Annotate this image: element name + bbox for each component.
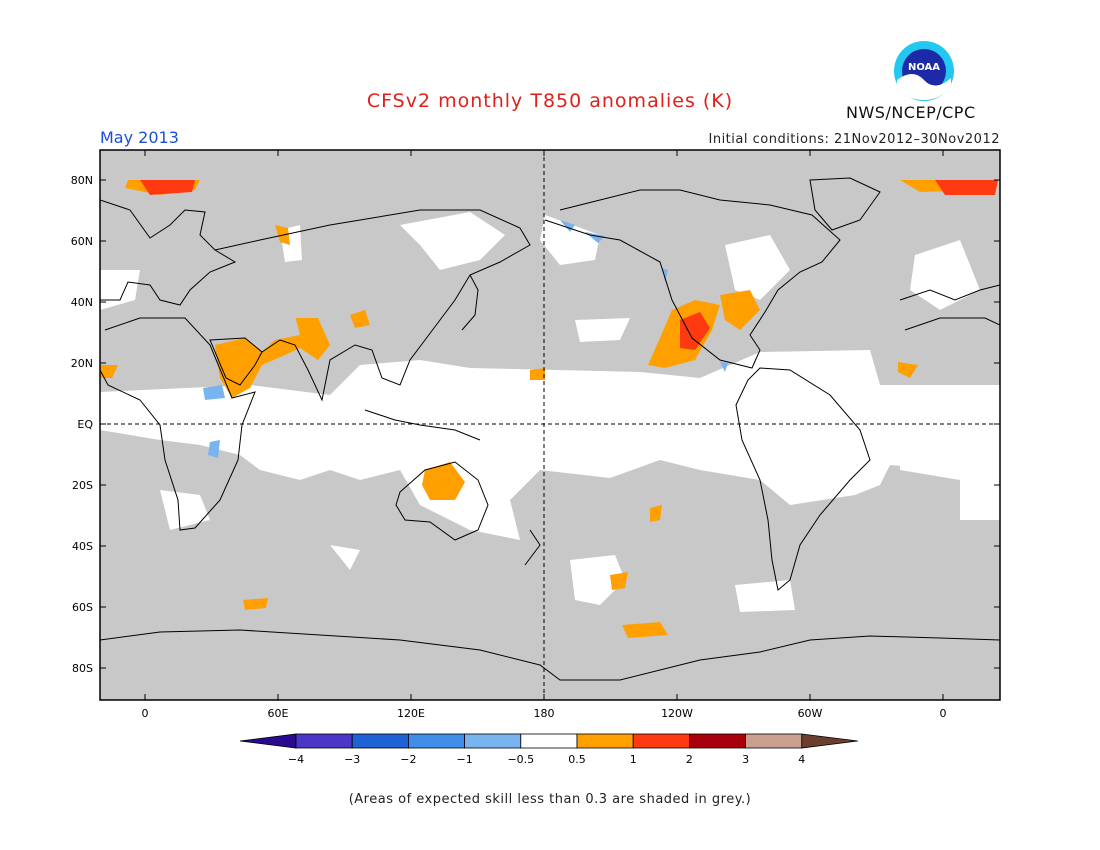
colorbar-label: 0.5 — [568, 753, 586, 766]
anomaly-red — [140, 180, 998, 350]
lat-tick-label: 80N — [71, 174, 93, 187]
colorbar-segment — [351, 733, 409, 749]
noaa-logo: NOAA — [894, 41, 954, 101]
lon-tick-label: 120W — [661, 707, 693, 720]
colorbar-segment — [464, 733, 522, 749]
colorbar-label: −2 — [400, 753, 416, 766]
colorbar-label: −1 — [456, 753, 472, 766]
colorbar-segment — [295, 733, 353, 749]
map-frame — [99, 149, 1001, 701]
lon-tick-label: 0 — [940, 707, 947, 720]
colorbar-segment — [576, 733, 634, 749]
colorbar-segment — [745, 733, 803, 749]
lon-tick-label: 120E — [397, 707, 425, 720]
colorbar-segment — [689, 733, 747, 749]
lat-tick-label: 60S — [72, 601, 93, 614]
colorbar-arrow-high — [801, 733, 858, 749]
lat-tick-label: 20S — [72, 479, 93, 492]
lon-tick-label: 60E — [268, 707, 289, 720]
agency-label: NWS/NCEP/CPC — [846, 103, 976, 122]
longitude-ticks: 0 60E 120E 180 120W 60W 0 — [142, 150, 947, 720]
colorbar-segment — [407, 733, 465, 749]
lat-tick-label: 40N — [71, 296, 93, 309]
colorbar-label: −0.5 — [507, 753, 534, 766]
colorbar-arrow-low — [239, 733, 297, 749]
coastlines — [100, 177, 1000, 681]
lon-tick-label: 60W — [798, 707, 823, 720]
noaa-logo-text: NOAA — [908, 62, 940, 73]
colorbar-segment — [520, 733, 578, 749]
forecast-month: May 2013 — [100, 128, 179, 147]
lat-tick-label: 20N — [71, 357, 93, 370]
chart-title: CFSv2 monthly T850 anomalies (K) — [366, 90, 734, 112]
skill-note: (Areas of expected skill less than 0.3 a… — [348, 792, 752, 807]
colorbar-label: −3 — [344, 753, 360, 766]
latitude-ticks: 80N 60N 40N 20N EQ 20S 40S 60S 80S — [71, 174, 1000, 675]
colorbar-label: 1 — [630, 753, 637, 766]
initial-conditions: Initial conditions: 21Nov2012–30Nov2012 — [708, 132, 1000, 147]
colorbar-label: 3 — [742, 753, 749, 766]
colorbar-label: 2 — [686, 753, 693, 766]
colorbar-segment — [632, 733, 690, 749]
neutral-regions — [100, 212, 1000, 612]
lat-tick-label: 40S — [72, 540, 93, 553]
lon-tick-label: 180 — [534, 707, 555, 720]
lat-tick-label: 60N — [71, 235, 93, 248]
colorbar-label: 4 — [798, 753, 805, 766]
lon-tick-label: 0 — [142, 707, 149, 720]
colorbar: −4 −3 −2 −1 −0.5 0.5 1 2 3 4 — [239, 733, 858, 766]
lat-tick-label: 80S — [72, 662, 93, 675]
lat-tick-label: EQ — [77, 418, 93, 431]
colorbar-label: −4 — [288, 753, 304, 766]
